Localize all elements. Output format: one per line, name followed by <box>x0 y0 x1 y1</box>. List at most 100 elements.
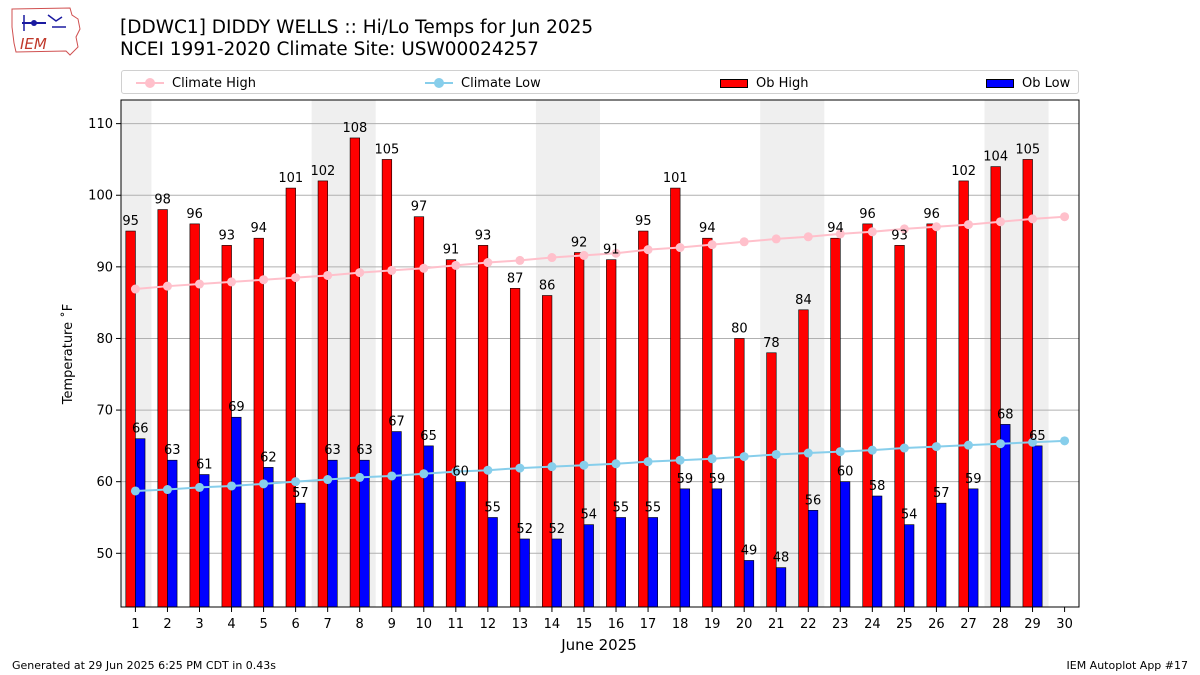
legend-ob-low: Ob Low <box>986 74 1070 92</box>
x-tick-label: 16 <box>608 617 625 632</box>
ob-low-label: 67 <box>388 415 405 430</box>
legend: Climate High Climate Low Ob High Ob Low <box>121 70 1079 94</box>
ob-low-bar <box>711 488 723 608</box>
ob-low-label: 63 <box>324 443 341 458</box>
ob-high-bar <box>862 223 873 608</box>
ob-low-label: 52 <box>548 522 565 537</box>
ob-high-bar <box>734 338 745 608</box>
climate-low-point <box>996 439 1006 449</box>
climate-low-point <box>611 459 621 469</box>
ob-high-label: 96 <box>923 207 940 222</box>
x-tick-label: 2 <box>163 617 171 632</box>
ob-low-bar <box>583 524 594 608</box>
climate-low-point <box>547 462 557 472</box>
chart-title: [DDWC1] DIDDY WELLS :: Hi/Lo Temps for J… <box>120 17 593 61</box>
climate-low-point <box>291 477 301 487</box>
ob-high-label: 93 <box>218 228 235 243</box>
x-tick-label: 18 <box>672 617 689 632</box>
ob-high-label: 108 <box>342 121 367 136</box>
ob-high-label: 91 <box>603 243 620 258</box>
ob-low-label: 59 <box>965 472 982 487</box>
ob-high-bar <box>349 137 360 608</box>
ob-high-label: 104 <box>983 150 1008 165</box>
ob-high-bar <box>413 216 425 608</box>
y-tick-label: 110 <box>88 117 113 132</box>
climate-low-point <box>259 479 269 489</box>
x-tick-label: 26 <box>928 617 945 632</box>
climate-high-point <box>227 277 237 287</box>
climate-high-point <box>963 220 973 230</box>
ob-low-label: 54 <box>581 508 598 523</box>
x-tick-label: 21 <box>768 617 785 632</box>
grid-lines <box>121 123 1079 554</box>
logo-text: IEM <box>20 35 47 53</box>
ob-high-label: 95 <box>122 214 139 229</box>
ob-low-swatch-icon <box>986 78 1014 88</box>
ob-high-label: 98 <box>154 193 171 208</box>
ob-high-label: 93 <box>475 228 492 243</box>
x-tick-label: 23 <box>832 617 849 632</box>
ob-high-bar <box>766 352 777 608</box>
climate-high-point <box>931 222 941 232</box>
ob-low-bar <box>743 560 755 608</box>
ob-low-label: 49 <box>741 543 758 558</box>
ob-high-label: 102 <box>951 164 976 179</box>
x-tick-label: 1 <box>131 617 139 632</box>
climate-high-point <box>451 260 461 270</box>
climate-low-point <box>963 440 973 450</box>
ob-low-label: 55 <box>613 500 630 515</box>
y-tick-label: 50 <box>96 547 113 562</box>
ob-high-label: 92 <box>571 236 588 251</box>
ob-low-label: 56 <box>805 493 822 508</box>
ob-high-label: 94 <box>699 221 716 236</box>
x-tick-label: 25 <box>896 617 913 632</box>
climate-high-point <box>162 281 172 291</box>
legend-climate-low: Climate Low <box>425 74 541 92</box>
ob-low-bar <box>807 510 819 608</box>
x-tick-label: 12 <box>480 617 497 632</box>
y-tick-label: 90 <box>96 260 113 275</box>
ob-low-bar <box>1000 424 1011 608</box>
legend-ob-high: Ob High <box>720 74 809 92</box>
ob-high-bar <box>285 187 296 608</box>
climate-low-point <box>387 471 397 481</box>
y-axis-label: Temperature ˚F <box>60 304 76 405</box>
climate-high-point <box>259 275 269 285</box>
ob-low-bar <box>968 488 979 608</box>
climate-high-point <box>419 263 429 273</box>
climate-low-point <box>1060 436 1070 446</box>
ob-low-bar <box>647 517 658 608</box>
x-tick-label: 27 <box>960 617 977 632</box>
ob-high-bar <box>381 159 393 608</box>
y-tick-label: 60 <box>96 475 113 490</box>
ob-low-label: 48 <box>773 551 790 566</box>
ob-high-bar <box>798 309 809 608</box>
ob-high-label: 86 <box>539 278 556 293</box>
climate-low-point <box>323 475 333 485</box>
climate-low-point <box>899 443 909 453</box>
x-tick-label: 11 <box>448 617 465 632</box>
ob-high-label: 78 <box>763 336 780 351</box>
x-tick-label: 29 <box>1024 617 1041 632</box>
climate-high-point <box>803 232 813 242</box>
x-tick-label: 8 <box>356 617 364 632</box>
climate-low-point <box>355 472 365 482</box>
footer-app: IEM Autoplot App #17 <box>1066 659 1189 672</box>
climate-high-point <box>355 268 365 278</box>
ob-high-bar <box>958 180 969 608</box>
ob-high-bar <box>638 230 649 608</box>
y-tick-label: 80 <box>96 332 113 347</box>
climate-high-point <box>996 217 1006 227</box>
ob-low-bar <box>840 481 851 608</box>
ob-high-label: 105 <box>1015 142 1040 157</box>
ob-high-bar <box>253 237 264 608</box>
climate-low-point <box>643 457 653 467</box>
climate-high-point <box>387 265 397 275</box>
ob-low-label: 57 <box>292 486 309 501</box>
climate-high-point <box>1028 214 1038 224</box>
ob-high-label: 93 <box>891 228 908 243</box>
bars <box>125 137 1043 608</box>
ob-low-label: 59 <box>677 472 694 487</box>
ob-high-label: 94 <box>827 221 844 236</box>
